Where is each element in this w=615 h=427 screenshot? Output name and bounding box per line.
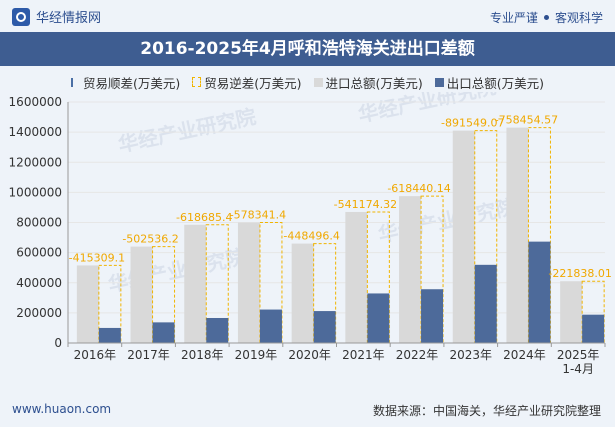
y-tick-label: 1000000 <box>9 185 62 199</box>
export-bar <box>367 293 390 343</box>
deficit-frame <box>581 280 605 344</box>
export-bar <box>206 317 229 343</box>
chart-title: 2016-2025年4月呼和浩特海关进出口差额 <box>140 39 475 59</box>
deficit-frame <box>420 195 444 344</box>
x-tick-label-line: 2024年 <box>503 348 546 362</box>
tagline-left: 专业严谨 <box>489 11 538 25</box>
deficit-label: -448496.4 <box>283 230 339 243</box>
legend-label-surplus: 贸易顺差(万美元) <box>82 75 181 91</box>
data-labels: -415309.1 -502536.2 -618685.4-578341.4 -448… <box>69 114 612 281</box>
x-tick-label-line: 1-4月 <box>562 362 594 376</box>
y-tick-label: 200000 <box>16 306 62 320</box>
x-tick-label: 2022年 <box>396 348 439 362</box>
import-bar <box>399 196 422 343</box>
deficit-label: -541174.32 <box>334 198 397 211</box>
deficit-label: -618685.4 <box>176 211 232 224</box>
brand-name: 华经情报网 <box>36 11 102 26</box>
legend-label-deficit: 贸易逆差(万美元) <box>204 75 302 91</box>
legend-swatch-export <box>434 77 444 87</box>
export-bar <box>152 322 175 343</box>
x-tick-label-line: 2023年 <box>449 348 492 362</box>
import-bar <box>237 222 260 343</box>
export-bar <box>421 289 444 343</box>
import-bar <box>506 127 529 343</box>
deficit-label: -415309.1 <box>69 251 125 264</box>
legend-item-surplus: 贸易顺差(万美元) <box>70 72 181 92</box>
deficit-label: -221838.01 <box>548 267 611 280</box>
y-tick-label: 0 <box>54 336 62 350</box>
deficit-label: -891549.07 <box>441 117 504 130</box>
x-tick-label: 2021年 <box>342 348 385 362</box>
deficit-label: -618440.14 <box>387 182 450 195</box>
brand-logo: 华经情报网 <box>12 7 101 26</box>
deficit-label: -578341.4 <box>230 209 286 222</box>
import-bar <box>345 211 368 343</box>
dot-separator-icon <box>543 15 549 20</box>
brand-logo-icon <box>12 7 30 26</box>
export-bar <box>582 314 605 343</box>
import-bar <box>184 224 207 343</box>
x-tick-label: 2017年 <box>127 348 170 362</box>
import-bar <box>76 265 99 343</box>
deficit-label: -758454.57 <box>495 114 558 127</box>
x-tick-label: 2018年 <box>181 348 224 362</box>
x-tick-label-line: 2019年 <box>235 348 278 362</box>
y-tick-label: 1200000 <box>9 155 62 169</box>
legend-swatch-deficit <box>192 77 202 87</box>
deficit-frame <box>152 246 176 344</box>
x-tick-label-line: 2017年 <box>127 348 170 362</box>
footer-url: www.huaon.com <box>12 402 112 416</box>
x-tick-label: 2025年 1-4月 <box>557 348 600 376</box>
import-bar <box>452 130 475 343</box>
tagline-right: 客观科学 <box>554 11 603 25</box>
deficit-frame <box>259 222 283 344</box>
export-bar <box>98 327 121 343</box>
top-bar: 华经情报网 专业严谨 客观科学 <box>0 0 615 32</box>
legend-swatch-surplus <box>70 77 80 87</box>
x-tick-label-line: 2021年 <box>342 348 385 362</box>
deficit-label: -502536.2 <box>122 233 178 246</box>
legend-label-import: 进口总额(万美元) <box>325 75 423 91</box>
export-bar <box>474 264 497 343</box>
y-tick-label: 400000 <box>16 276 62 290</box>
export-bar <box>528 241 551 343</box>
x-tick-label-line: 2025年 <box>557 348 600 362</box>
legend-item-import: 进口总额(万美元) <box>313 72 423 92</box>
x-tick-label: 2024年 <box>503 348 546 362</box>
footer: www.huaon.com 数据来源：中国海关，华经产业研究院整理 <box>0 395 615 427</box>
legend-item-deficit: 贸易逆差(万美元) <box>192 72 302 92</box>
x-tick-label-line: 2020年 <box>288 348 331 362</box>
import-bar <box>291 243 314 343</box>
import-bar <box>560 281 583 343</box>
y-tick-label: 800000 <box>16 216 62 230</box>
y-tick-label: 600000 <box>16 246 62 260</box>
import-bar <box>130 246 153 343</box>
deficit-frame <box>366 211 390 344</box>
x-tick-label: 2023年 <box>449 348 492 362</box>
export-bar <box>313 311 336 343</box>
legend-item-export: 出口总额(万美元) <box>434 72 545 92</box>
deficit-frame <box>527 127 551 344</box>
y-axis: 0 200000 400000 600000 800000 1000000 1200000 1… <box>9 95 69 350</box>
x-tick-label: 2020年 <box>288 348 331 362</box>
chart-legend: 贸易顺差(万美元) 贸易逆差(万美元) 进口总额(万美元) 出口总额(万美元) <box>0 72 615 92</box>
x-tick-label-line: 2022年 <box>396 348 439 362</box>
legend-label-export: 出口总额(万美元) <box>446 75 545 91</box>
footer-source: 数据来源：中国海关，华经产业研究院整理 <box>372 404 601 418</box>
y-tick-label: 1400000 <box>9 125 62 139</box>
watermark-text: 华经产业研究院 <box>116 104 258 157</box>
y-tick-label: 1600000 <box>9 95 62 109</box>
tagline: 专业严谨 客观科学 <box>490 9 603 26</box>
export-bar <box>259 309 282 343</box>
legend-swatch-import <box>313 77 323 87</box>
x-tick-label-line: 2016年 <box>74 348 117 362</box>
title-bar: 2016-2025年4月呼和浩特海关进出口差额 <box>0 32 615 66</box>
bars <box>76 127 605 344</box>
x-tick-label: 2019年 <box>235 348 278 362</box>
x-tick-label: 2016年 <box>74 348 117 362</box>
x-tick-label-line: 2018年 <box>181 348 224 362</box>
x-axis: 2016年 2017年 2018年 2019年 2020年 2021年 2022年 2023年… <box>67 342 606 376</box>
